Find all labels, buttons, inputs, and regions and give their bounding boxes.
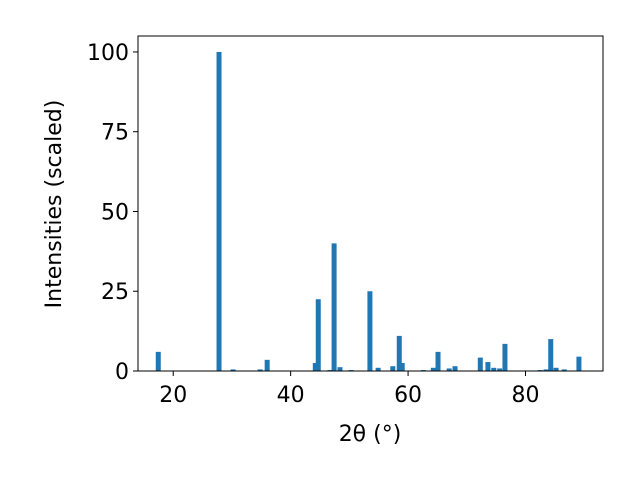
x-tick-label: 60: [394, 383, 422, 408]
bar: [230, 369, 236, 371]
bar: [396, 335, 402, 371]
bar: [502, 343, 508, 371]
y-tick-label: 75: [101, 121, 129, 146]
y-tick-label: 100: [87, 41, 129, 66]
plot-area: [155, 51, 582, 371]
x-tick-label: 20: [159, 383, 187, 408]
bar: [375, 367, 381, 371]
bar: [548, 339, 554, 371]
bar: [155, 351, 161, 371]
bar: [446, 368, 452, 371]
x-tick-label: 80: [512, 383, 540, 408]
bar: [576, 356, 582, 371]
bar: [399, 363, 405, 371]
bar: [553, 367, 559, 371]
bar: [430, 367, 436, 371]
bar: [435, 351, 441, 371]
bar: [264, 359, 270, 371]
bar: [561, 369, 567, 371]
bar: [452, 366, 458, 371]
bar: [216, 51, 222, 371]
bar: [543, 369, 549, 371]
bar: [312, 363, 318, 371]
bar: [337, 367, 343, 371]
bar: [257, 369, 263, 371]
bar: [485, 362, 491, 371]
y-tick-label: 0: [115, 360, 129, 385]
axes-frame: [137, 35, 604, 372]
bar: [367, 291, 373, 371]
bar: [477, 357, 483, 371]
x-tick-label: 40: [277, 383, 305, 408]
x-axis-label: 2θ (°): [339, 422, 402, 447]
y-tick-label: 50: [101, 200, 129, 225]
bar: [315, 299, 321, 371]
bar: [491, 367, 497, 371]
y-tick-label: 25: [101, 280, 129, 305]
bar: [331, 243, 337, 371]
bar: [497, 368, 503, 371]
y-axis-label: Intensities (scaled): [42, 100, 67, 309]
bar: [390, 366, 396, 371]
